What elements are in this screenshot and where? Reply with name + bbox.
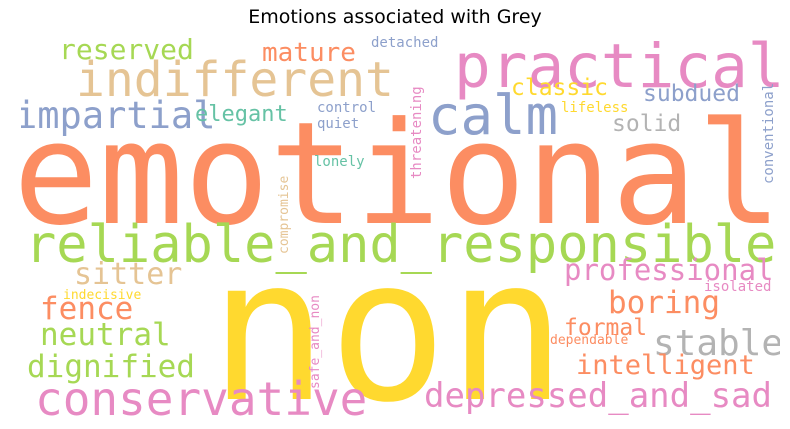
word-quiet: quiet [317,116,360,132]
word-indifferent: indifferent [76,52,394,108]
word-sitter: sitter [74,257,183,292]
word-classic: classic [511,75,608,101]
word-practical: practical [454,34,780,102]
word-professional: professional [564,253,774,287]
word-subdued: subdued [643,81,740,107]
word-emotional: emotional [21,92,780,257]
word-formal: formal [564,315,648,341]
word-depressed-and-sad: depressed_and_sad [424,376,772,416]
chart-title: Emotions associated with Grey [248,6,542,28]
word-calm: calm [428,84,559,147]
word-dependable: dependable [550,333,629,348]
word-conventional: conventional [761,82,777,184]
word-isolated: isolated [704,279,772,295]
word-safe-and-non: safe_and_non [308,295,323,389]
word-detached: detached [371,35,439,51]
word-reliable-and-responsible: reliable_and_responsible [25,215,777,275]
word-reserved: reserved [59,34,194,66]
word-compromise: compromise [277,175,292,254]
word-cloud: emotional non reliable_and_responsible i… [21,34,780,423]
word-elegant: elegant [195,102,288,127]
word-dignified: dignified [27,349,195,385]
word-stable: stable [653,323,780,364]
word-intelligent: intelligent [576,350,755,381]
word-non: non [209,215,567,424]
word-impartial: impartial [21,94,216,137]
word-lonely: lonely [314,154,365,170]
word-mature: mature [262,38,356,68]
word-control: control [317,100,377,116]
word-conservative: conservative [35,372,368,423]
word-lifeless: lifeless [561,100,629,116]
word-neutral: neutral [40,317,171,353]
word-indecisive: indecisive [63,288,142,303]
word-boring: boring [608,285,720,321]
word-fence: fence [40,291,134,327]
word-threatening: threatening [409,86,425,179]
word-solid: solid [612,111,682,137]
